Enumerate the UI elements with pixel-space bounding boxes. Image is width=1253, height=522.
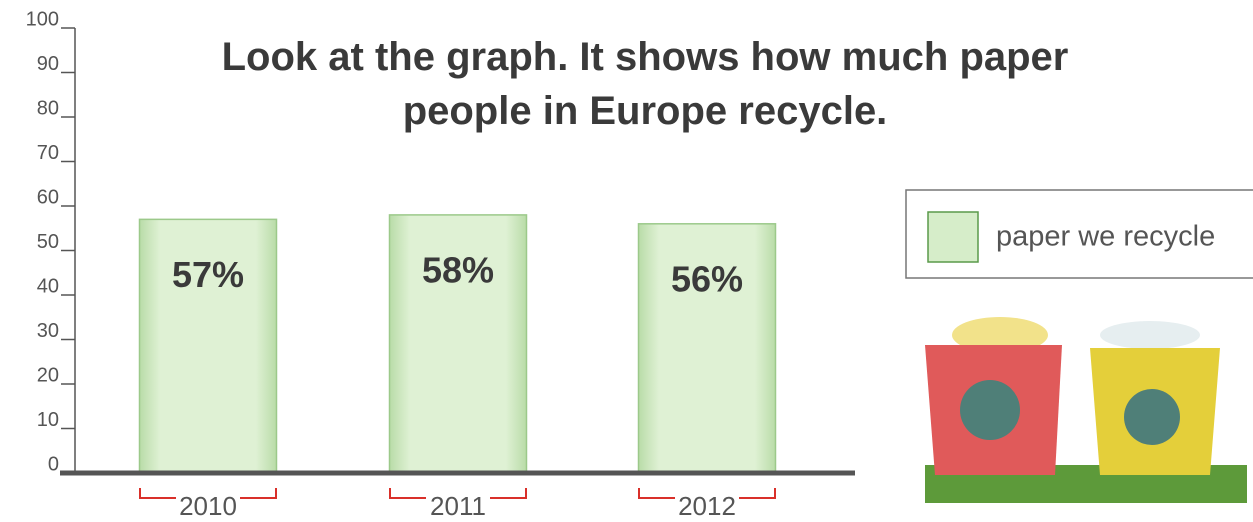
legend-label: paper we recycle (996, 221, 1215, 253)
value-label: 58% (422, 249, 494, 290)
bar (388, 214, 528, 474)
bracket (139, 488, 277, 499)
y-tick-label: 90 (37, 53, 59, 75)
legend: paper we recycle (905, 189, 1253, 279)
value-label: 57% (172, 254, 244, 295)
bracket (638, 488, 776, 499)
y-tick-label: 80 (37, 97, 59, 119)
bracket (389, 488, 527, 499)
y-tick-label: 100 (26, 8, 59, 30)
value-label: 56% (671, 258, 743, 299)
x-tick-label: 2012 (678, 491, 736, 521)
y-tick-label: 0 (48, 453, 59, 475)
plot: 0 10 20 30 40 50 60 70 80 90 100 57% 58% 56% 2010 2011 2… (26, 8, 855, 521)
recycle-icon (960, 380, 1020, 440)
y-tick-label: 30 (37, 320, 59, 342)
y-tick-label: 60 (37, 186, 59, 208)
y-tick-label: 40 (37, 275, 59, 297)
x-tick-label: 2010 (179, 491, 237, 521)
glass (1100, 321, 1200, 349)
y-tick-label: 70 (37, 142, 59, 164)
paper (952, 317, 1048, 353)
buckets-illustration (925, 317, 1247, 503)
y-tick-label: 20 (37, 364, 59, 386)
x-tick-label: 2011 (430, 491, 486, 521)
chart-title: Look at the graph. It shows how much pap… (221, 35, 1069, 133)
y-tick-label: 50 (37, 231, 59, 253)
bar (637, 223, 777, 474)
legend-swatch (927, 211, 979, 263)
recycle-icon (1124, 389, 1180, 445)
y-tick-label: 10 (37, 409, 59, 431)
bar (138, 218, 278, 474)
